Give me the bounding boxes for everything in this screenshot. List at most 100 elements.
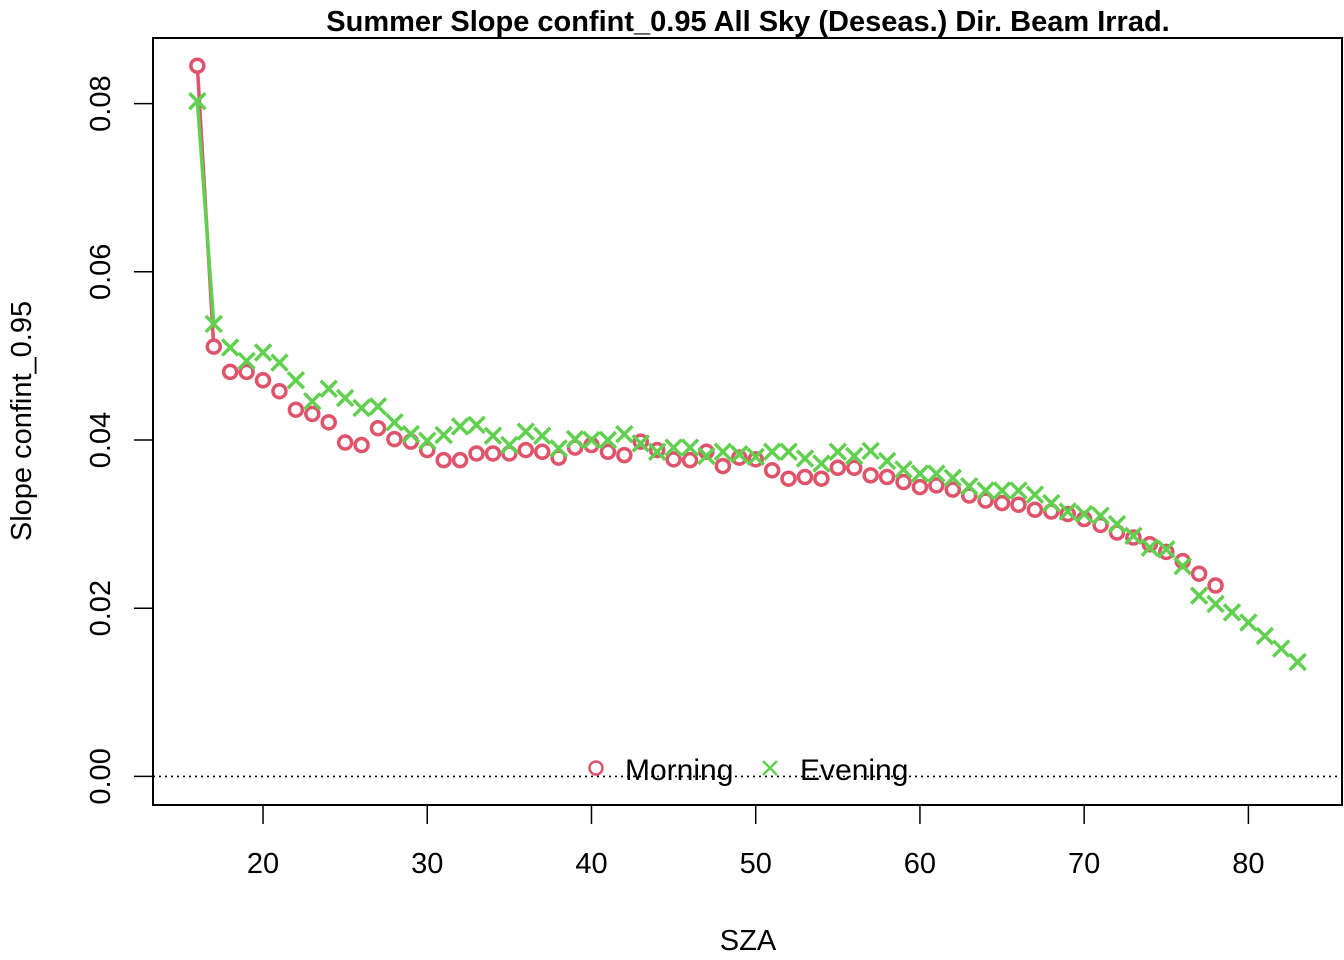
morning-point — [599, 443, 617, 461]
evening-point — [812, 454, 831, 473]
evening-point — [500, 435, 519, 455]
evening-point — [615, 424, 634, 444]
evening-point — [582, 430, 601, 450]
evening-point — [1189, 586, 1209, 605]
morning-point — [205, 338, 223, 355]
morning-point — [829, 459, 847, 477]
series-layer — [188, 57, 1307, 672]
x-tick-label: 70 — [1068, 848, 1100, 880]
morning-point — [1092, 516, 1109, 534]
morning-point — [747, 451, 764, 468]
evening-point — [516, 422, 536, 441]
evening-point — [680, 438, 700, 457]
morning-point — [862, 467, 879, 484]
evening-point — [647, 442, 667, 462]
evening-point — [976, 481, 995, 500]
evening-point — [861, 441, 880, 461]
morning-point — [451, 451, 469, 469]
evening-point — [713, 442, 733, 462]
evening-point — [418, 431, 437, 451]
y-axis-label: Slope confint_0.95 — [6, 301, 38, 541]
morning-point — [960, 487, 978, 504]
morning-point — [1141, 536, 1159, 553]
evening-point — [1222, 603, 1242, 622]
morning-point — [714, 457, 732, 475]
evening-point — [1140, 538, 1160, 557]
evening-point — [1255, 626, 1275, 646]
morning-point — [336, 434, 354, 451]
evening-point — [385, 413, 404, 432]
morning-point — [353, 436, 370, 454]
legend-evening-label: Evening — [800, 754, 908, 787]
evening-point — [450, 417, 470, 436]
evening-point — [565, 429, 585, 449]
evening-point — [1173, 556, 1192, 576]
evening-point — [1239, 613, 1258, 632]
morning-point — [878, 468, 896, 486]
morning-point — [287, 401, 305, 418]
y-tick-label: 0.08 — [85, 75, 117, 131]
morning-point — [1158, 543, 1175, 561]
evening-point — [253, 343, 273, 362]
morning-point — [271, 382, 288, 400]
morning-point — [665, 451, 682, 468]
x-tick-label: 50 — [740, 848, 772, 880]
evening-point — [368, 397, 388, 416]
morning-point — [796, 468, 814, 486]
evening-point — [1009, 481, 1028, 500]
evening-point — [335, 388, 355, 408]
morning-point — [468, 445, 485, 462]
morning-point — [1207, 577, 1224, 594]
morning-point — [254, 372, 272, 389]
y-tick-label: 0.04 — [85, 412, 117, 468]
morning-point — [435, 451, 452, 469]
morning-point — [419, 441, 436, 459]
evening-point — [401, 424, 421, 444]
morning-point — [369, 419, 387, 437]
evening-point — [631, 434, 650, 453]
morning-point — [780, 470, 797, 487]
evening-point — [1025, 485, 1045, 504]
y-tick-label: 0.06 — [85, 244, 117, 300]
evening-point — [319, 379, 338, 398]
evening-point — [598, 430, 618, 450]
morning-point — [386, 430, 403, 448]
morning-point — [304, 405, 321, 423]
evening-point — [237, 351, 256, 371]
evening-point — [795, 449, 815, 468]
evening-point — [877, 451, 897, 471]
legend-morning-label: Morning — [625, 754, 733, 787]
evening-point — [1107, 514, 1127, 534]
morning-point — [1190, 565, 1208, 582]
y-tick-label: 0.02 — [85, 580, 117, 636]
evening-point — [910, 464, 930, 483]
morning-point — [320, 414, 337, 431]
evening-point — [1124, 526, 1143, 546]
evening-point — [779, 442, 798, 462]
morning-point — [550, 449, 567, 466]
evening-point — [352, 398, 371, 418]
evening-point — [1042, 493, 1061, 513]
x-tick-label: 40 — [575, 848, 607, 880]
morning-point — [813, 470, 830, 487]
x-tick-label: 20 — [247, 848, 279, 880]
chart-title: Summer Slope confint_0.95 All Sky (Desea… — [326, 6, 1169, 38]
evening-point — [204, 314, 224, 334]
evening-point — [1206, 594, 1225, 614]
morning-point — [681, 451, 699, 469]
evening-point — [730, 445, 749, 464]
evening-point — [1074, 504, 1094, 524]
legend-morning-marker — [588, 760, 604, 776]
evening-point — [532, 426, 552, 446]
morning-point — [221, 363, 239, 381]
legend-evening-marker — [762, 760, 778, 776]
evening-point — [762, 442, 782, 462]
morning-point — [763, 462, 781, 479]
evening-point — [845, 446, 864, 466]
morning-point — [533, 443, 551, 461]
evening-point — [927, 464, 946, 483]
x-axis-label: SZA — [720, 925, 777, 957]
y-axis: 0.00 0.02 0.04 0.06 0.08 — [85, 75, 154, 805]
evening-point — [1058, 502, 1077, 521]
